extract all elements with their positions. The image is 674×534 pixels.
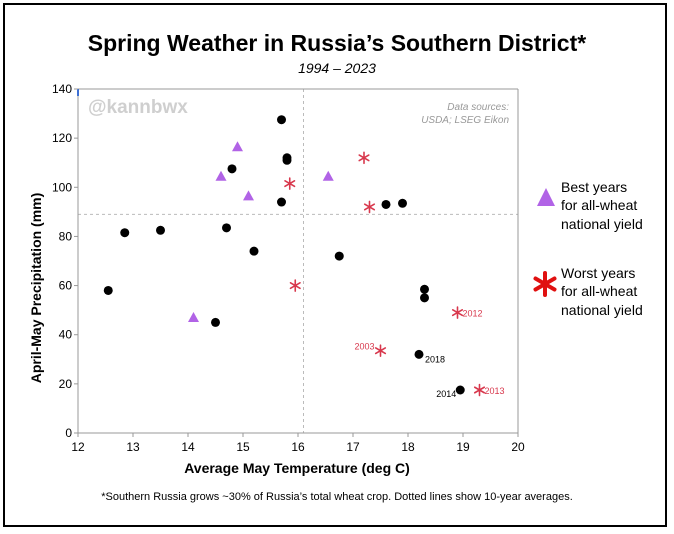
- data-point: [222, 223, 231, 233]
- x-tick-label: 17: [346, 440, 360, 454]
- data-point: [227, 164, 237, 174]
- best-year-triangle: [322, 170, 334, 181]
- data-point: [249, 246, 259, 256]
- legend-worst-line-2: for all-wheat: [561, 283, 637, 299]
- best-year-triangle: [188, 312, 199, 323]
- y-tick-label: 120: [52, 131, 72, 145]
- point-label-2013: 2013: [485, 386, 505, 396]
- data-point: [334, 251, 344, 261]
- data-point: [103, 285, 113, 295]
- y-axis-label: April-May Precipitation (mm): [28, 193, 44, 384]
- chart-subtitle: 1994 – 2023: [298, 60, 376, 76]
- footnote: *Southern Russia grows ~30% of Russia’s …: [101, 491, 573, 503]
- x-tick-label: 20: [511, 440, 525, 454]
- y-tick-label: 20: [59, 377, 73, 391]
- data-point: [211, 317, 220, 327]
- legend-best-triangle-icon: [537, 188, 555, 206]
- legend-worst-line-1: Worst years: [561, 265, 635, 281]
- worst-year-asterisk: [451, 306, 464, 319]
- legend-worst-asterisk-icon: [533, 271, 557, 297]
- data-point: [277, 197, 286, 207]
- data-sources-line-2: USDA; LSEG Eikon: [421, 115, 509, 126]
- worst-year-asterisk: [284, 177, 296, 190]
- x-tick-label: 18: [401, 440, 415, 454]
- chart-title: Spring Weather in Russia’s Southern Dist…: [87, 30, 587, 56]
- y-tick-label: 80: [59, 229, 73, 243]
- point-label-2018: 2018: [425, 354, 445, 364]
- point-label-2003: 2003: [354, 342, 374, 352]
- data-point: [455, 385, 465, 395]
- worst-year-asterisk: [363, 200, 376, 214]
- data-point: [414, 349, 424, 359]
- data-point: [420, 293, 429, 303]
- worst-year-asterisk: [289, 279, 301, 292]
- x-tick-label: 19: [456, 440, 470, 454]
- worst-year-asterisk: [358, 151, 370, 165]
- worst-year-asterisk: [374, 344, 387, 357]
- worst-year-asterisk: [473, 383, 486, 397]
- point-label-2012: 2012: [463, 309, 483, 319]
- data-point: [420, 284, 429, 294]
- x-axis-label: Average May Temperature (deg C): [184, 460, 410, 476]
- x-tick-label: 14: [181, 440, 195, 454]
- y-tick-label: 40: [59, 328, 73, 342]
- legend-best-line-1: Best years: [561, 179, 627, 195]
- x-tick-label: 12: [71, 440, 85, 454]
- y-tick-label: 60: [59, 279, 73, 293]
- x-tick-label: 15: [236, 440, 250, 454]
- y-tick-label: 100: [52, 180, 72, 194]
- data-sources-line-1: Data sources:: [447, 102, 509, 113]
- data-point: [120, 228, 130, 238]
- x-tick-label: 13: [126, 440, 140, 454]
- x-tick-label: 16: [291, 440, 305, 454]
- y-tick-label: 0: [65, 426, 72, 440]
- legend-worst-line-3: national yield: [561, 302, 643, 318]
- data-point: [398, 198, 407, 208]
- best-year-triangle: [232, 141, 243, 152]
- data-point: [282, 155, 292, 165]
- y-tick-label: 140: [52, 82, 72, 96]
- best-year-triangle: [215, 170, 227, 181]
- data-point: [381, 199, 391, 209]
- legend-best-line-3: national yield: [561, 216, 643, 232]
- data-point: [156, 225, 165, 235]
- watermark: @kannbwx: [88, 97, 188, 118]
- data-point: [277, 115, 286, 125]
- chart-frame: [3, 3, 667, 527]
- point-label-2014: 2014: [436, 389, 456, 399]
- best-year-triangle: [243, 190, 254, 201]
- legend-best-line-2: for all-wheat: [561, 197, 637, 213]
